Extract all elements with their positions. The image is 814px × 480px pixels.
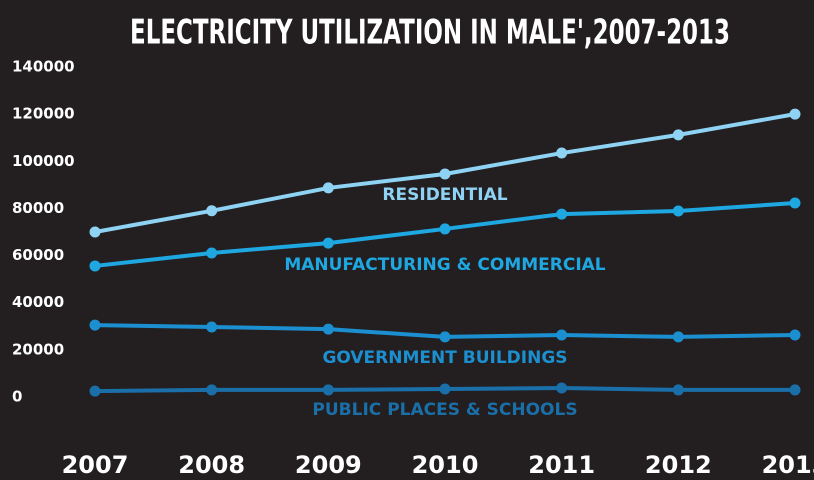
x-tick-label: 2008	[178, 451, 245, 479]
data-point	[89, 260, 101, 272]
data-point	[89, 226, 101, 238]
data-point	[556, 208, 568, 220]
x-tick-label: 2011	[528, 451, 595, 479]
chart-title: ELECTRICITY UTILIZATION IN MALE',2007-20…	[130, 13, 730, 53]
data-point	[789, 108, 801, 120]
data-point	[672, 384, 684, 396]
series-label: MANUFACTURING & COMMERCIAL	[284, 255, 605, 275]
series-label: RESIDENTIAL	[382, 185, 507, 205]
x-tick-label: 2009	[295, 451, 362, 479]
data-point	[206, 247, 218, 259]
y-tick-label: 40000	[12, 293, 64, 311]
series-label: PUBLIC PLACES & SCHOOLS	[312, 400, 577, 420]
data-point	[322, 384, 334, 396]
x-tick-label: 2012	[645, 451, 712, 479]
data-point	[672, 331, 684, 343]
data-point	[672, 205, 684, 217]
data-point	[206, 384, 218, 396]
x-tick-label: 2010	[412, 451, 479, 479]
data-point	[789, 197, 801, 209]
x-tick-label: 2007	[62, 451, 129, 479]
series-label: GOVERNMENT BUILDINGS	[322, 348, 567, 368]
data-point	[439, 383, 451, 395]
y-tick-label: 20000	[12, 340, 64, 358]
data-point	[89, 319, 101, 331]
y-tick-label: 80000	[12, 199, 64, 217]
y-tick-label: 100000	[12, 152, 75, 170]
data-point	[322, 182, 334, 194]
y-tick-label: 140000	[12, 58, 75, 76]
y-tick-label: 60000	[12, 246, 64, 264]
data-point	[439, 223, 451, 235]
data-point	[89, 385, 101, 397]
data-point	[322, 237, 334, 249]
data-point	[789, 384, 801, 396]
data-point	[789, 329, 801, 341]
data-point	[206, 205, 218, 217]
data-point	[439, 331, 451, 343]
data-point	[556, 147, 568, 159]
data-point	[672, 129, 684, 141]
data-point	[556, 382, 568, 394]
y-tick-label: 120000	[12, 105, 75, 123]
x-tick-label: 2013	[762, 451, 814, 479]
data-point	[206, 321, 218, 333]
data-point	[322, 323, 334, 335]
y-tick-label: 0	[12, 388, 22, 406]
data-point	[439, 168, 451, 180]
data-point	[556, 329, 568, 341]
